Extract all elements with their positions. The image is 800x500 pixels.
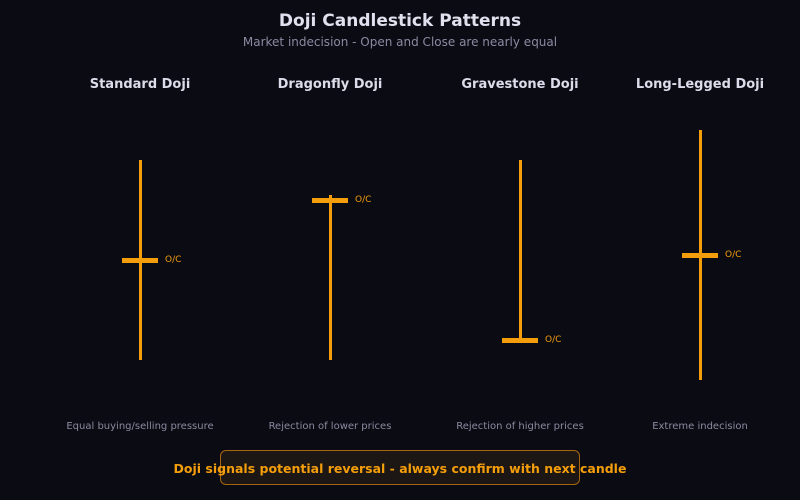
candle-body (682, 253, 718, 258)
pattern-description: Extreme indecision (652, 421, 748, 432)
open-close-label: O/C (545, 335, 562, 345)
pattern-title: Dragonfly Doji (277, 77, 383, 92)
chart-title: Doji Candlestick Patterns (278, 11, 522, 31)
open-close-label: O/C (725, 250, 742, 260)
pattern-description: Rejection of lower prices (268, 421, 392, 432)
open-close-label: O/C (355, 195, 372, 205)
pattern-title: Gravestone Doji (461, 77, 579, 92)
pattern-description: Rejection of higher prices (456, 421, 584, 432)
candle-body (502, 338, 538, 343)
chart-subtitle: Market indecision - Open and Close are n… (242, 35, 558, 49)
pattern-title: Long-Legged Doji (635, 77, 765, 92)
pattern-description: Equal buying/selling pressure (66, 421, 214, 432)
pattern-title: Standard Doji (89, 77, 191, 92)
callout-text: Doji signals potential reversal - always… (173, 461, 627, 476)
callout-box (220, 450, 580, 485)
candle-body (312, 198, 348, 203)
open-close-label: O/C (165, 255, 182, 265)
candle-body (122, 258, 158, 263)
candle-wick (329, 195, 332, 360)
candle-wick (519, 160, 522, 343)
